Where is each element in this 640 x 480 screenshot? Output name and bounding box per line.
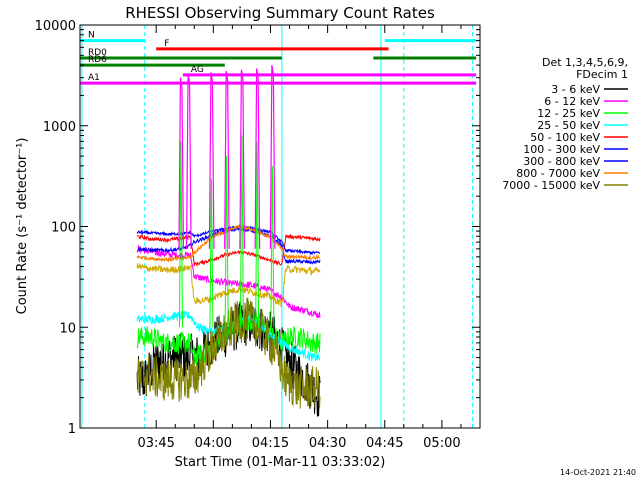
flag-label-rd0: RD0 bbox=[88, 48, 107, 58]
spike-2 bbox=[208, 72, 215, 249]
green-spike-4 bbox=[255, 141, 260, 328]
series-line-gold bbox=[136, 262, 321, 308]
flag-label-ag: AG bbox=[191, 65, 204, 75]
green-spike-3 bbox=[239, 135, 244, 328]
footer-timestamp: 14-Oct-2021 21:40 bbox=[560, 468, 636, 477]
series-line-1 bbox=[136, 244, 321, 319]
legend-label-0: 3 - 6 keV bbox=[551, 83, 600, 96]
green-spike-0 bbox=[178, 141, 183, 328]
x-tick-label-3: 04:30 bbox=[309, 436, 346, 451]
y-tick-label-3: 1000 bbox=[43, 120, 76, 135]
x-tick-label-1: 04:00 bbox=[195, 436, 232, 451]
x-axis-label: Start Time (01-Mar-11 03:33:02) bbox=[175, 455, 386, 470]
legend-label-4: 50 - 100 keV bbox=[530, 131, 600, 144]
legend-label-8: 7000 - 15000 keV bbox=[502, 179, 600, 192]
y-tick-label-2: 100 bbox=[51, 221, 76, 236]
spike-6 bbox=[269, 65, 276, 249]
legend-label-6: 300 - 800 keV bbox=[523, 155, 600, 168]
legend-label-1: 6 - 12 keV bbox=[544, 95, 600, 108]
series-line-2 bbox=[136, 310, 321, 367]
plot-area bbox=[81, 25, 473, 428]
x-tick-label-5: 05:00 bbox=[423, 436, 460, 451]
chart-title: RHESSI Observing Summary Count Rates bbox=[125, 4, 435, 22]
green-spike-1 bbox=[209, 178, 214, 328]
series-line-4 bbox=[136, 233, 321, 268]
flag-label-n: N bbox=[88, 31, 95, 41]
x-tick-label-4: 04:45 bbox=[366, 436, 403, 451]
series-line-8 bbox=[136, 297, 321, 409]
axes: 1 10 100 1000 10000 03:45 04:00 04:15 04:30 04:45… bbox=[15, 19, 480, 451]
flag-label-f: F bbox=[164, 39, 169, 49]
x-tick-label-2: 04:15 bbox=[252, 436, 289, 451]
y-tick-label-4: 10000 bbox=[35, 19, 76, 34]
spike-1 bbox=[185, 73, 192, 249]
x-tick-label-0: 03:45 bbox=[137, 436, 174, 451]
legend-label-5: 100 - 300 keV bbox=[523, 143, 600, 156]
y-tick-label-0: 1 bbox=[68, 422, 76, 437]
legend-header-1: FDecim 1 bbox=[576, 68, 628, 81]
legend-label-3: 25 - 50 keV bbox=[537, 119, 600, 132]
legend-label-7: 800 - 7000 keV bbox=[516, 167, 600, 180]
legend-header-0: Det 1,3,4,5,6,9, bbox=[542, 56, 628, 69]
flag-label-rd6: RD6 bbox=[88, 55, 107, 65]
flag-label-a1: A1 bbox=[88, 73, 100, 83]
y-tick-label-1: 10 bbox=[59, 321, 76, 336]
y-axis-label: Count Rate (s⁻¹ detector⁻¹) bbox=[15, 138, 30, 315]
legend-label-2: 12 - 25 keV bbox=[537, 107, 600, 120]
green-spike-5 bbox=[270, 165, 275, 328]
green-spike-2 bbox=[224, 156, 229, 328]
